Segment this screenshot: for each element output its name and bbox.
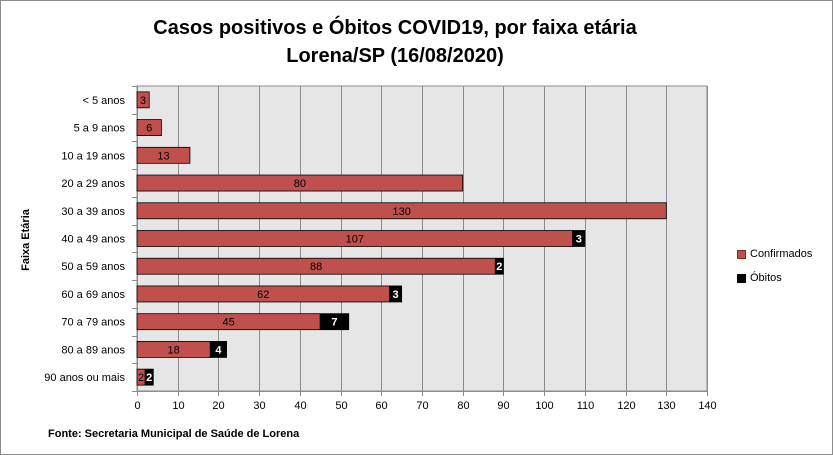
y-tick-label: 20 a 29 anos — [61, 178, 125, 190]
x-tick-label: 130 — [657, 400, 675, 412]
data-label-obitos: 2 — [496, 261, 502, 273]
bar-confirmados — [136, 119, 162, 136]
data-label-confirmados: 88 — [310, 261, 322, 273]
chart-title-line-1: Casos positivos e Óbitos COVID19, por fa… — [153, 17, 637, 39]
legend-label-obitos: Óbitos — [750, 272, 782, 284]
data-label-obitos: 4 — [215, 344, 222, 356]
x-tick-label: 90 — [497, 400, 509, 412]
bar-confirmados — [136, 202, 667, 220]
data-label-confirmados: 3 — [140, 95, 146, 107]
x-tick-label: 140 — [698, 400, 716, 412]
y-tick-label: 90 anos ou mais — [44, 372, 125, 384]
bar-obitos — [209, 341, 227, 358]
data-label-confirmados: 18 — [168, 344, 180, 356]
legend-item-obitos: Óbitos — [737, 266, 812, 290]
legend: Confirmados Óbitos — [737, 242, 812, 290]
y-tick-label: 10 a 19 anos — [61, 150, 125, 162]
data-label-confirmados: 80 — [294, 178, 306, 190]
data-label-obitos: 7 — [331, 317, 337, 329]
x-tick-label: 50 — [335, 400, 347, 412]
y-tick-label: 60 a 69 anos — [61, 289, 125, 301]
y-tick-label: 40 a 49 anos — [61, 234, 125, 246]
x-tick-label: 60 — [375, 400, 387, 412]
legend-swatch-obitos — [737, 273, 746, 283]
data-label-obitos: 2 — [146, 372, 152, 384]
y-tick-label: 5 a 9 anos — [74, 123, 126, 135]
y-tick-label: 70 a 79 anos — [61, 317, 125, 329]
x-tick-label: 120 — [617, 400, 635, 412]
data-label-confirmados: 107 — [346, 234, 364, 246]
y-tick-label: 80 a 89 anos — [61, 344, 125, 356]
legend-label-confirmados: Confirmados — [750, 248, 813, 260]
x-tick-label: 80 — [457, 400, 469, 412]
y-tick-label: 50 a 59 anos — [61, 261, 125, 273]
x-tick-label: 40 — [294, 400, 306, 412]
legend-item-confirmados: Confirmados — [737, 242, 812, 266]
bar-obitos — [144, 368, 154, 386]
x-tick-label: 100 — [535, 400, 553, 412]
x-tick-label: 10 — [172, 400, 184, 412]
x-tick-label: 70 — [416, 400, 428, 412]
data-label-confirmados: 130 — [392, 206, 410, 218]
x-tick-label: 0 — [134, 400, 140, 412]
x-tick-label: 30 — [253, 400, 265, 412]
chart-title-line-2: Lorena/SP (16/08/2020) — [286, 45, 504, 67]
legend-swatch-confirmados — [737, 249, 746, 259]
y-tick-label: < 5 anos — [82, 95, 125, 107]
bar-confirmados — [136, 146, 191, 164]
bar-obitos — [572, 230, 586, 247]
data-label-confirmados: 45 — [222, 317, 234, 329]
data-label-confirmados: 13 — [157, 150, 169, 162]
x-tick-label: 20 — [212, 400, 224, 412]
y-tick-label: 30 a 39 anos — [61, 206, 125, 218]
data-label-obitos: 3 — [576, 234, 582, 246]
x-tick-label: 110 — [577, 400, 595, 412]
bar-obitos — [319, 313, 350, 331]
data-label-confirmados: 62 — [257, 289, 269, 301]
bar-obitos — [389, 285, 403, 303]
source-note: Fonte: Secretaria Municipal de Saúde de … — [48, 428, 300, 440]
data-label-obitos: 3 — [392, 289, 398, 301]
chart-title: Casos positivos e Óbitos COVID19, por fa… — [0, 14, 790, 70]
data-label-confirmados: 2 — [138, 372, 144, 384]
data-label-confirmados: 6 — [146, 123, 152, 135]
bar-confirmados — [136, 91, 150, 109]
bar-obitos — [494, 257, 504, 275]
bar-confirmados — [136, 174, 464, 192]
